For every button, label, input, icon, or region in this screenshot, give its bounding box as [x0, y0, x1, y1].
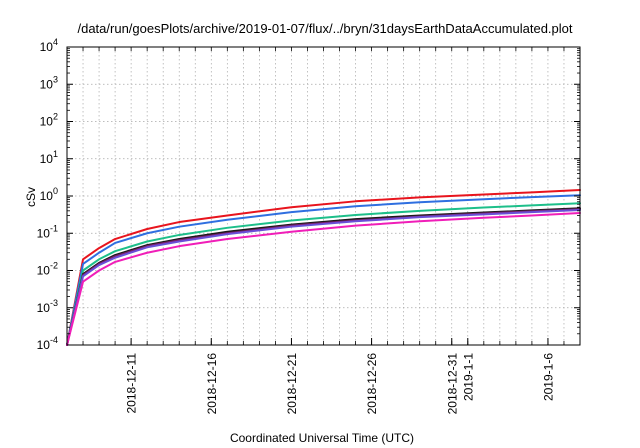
series-line-1 [66, 188, 581, 346]
x-axis: 2018-12-11 2018-12-16 2018-12-21 2018-12-26… [82, 47, 565, 415]
x-tick-label: 2018-12-26 [365, 353, 379, 415]
y-axis: 10-4 10-3 10-2 10-1 100 101 102 103 104 [37, 37, 580, 352]
x-tick-label: 2018-12-31 [445, 353, 459, 415]
grid [67, 47, 580, 345]
x-tick-label: 2019-1-1 [461, 353, 475, 401]
series-line-6 [66, 209, 581, 346]
y-tick-label: 10-2 [37, 261, 58, 278]
series-line-2 [66, 194, 581, 346]
x-tick-label: 2019-1-6 [541, 353, 555, 401]
series-line-7 [66, 211, 581, 346]
x-tick-label: 2018-12-11 [125, 353, 139, 414]
chart-title: /data/run/goesPlots/archive/2019-01-07/f… [77, 21, 572, 36]
y-tick-label: 10-1 [37, 223, 58, 240]
x-axis-title: Coordinated Universal Time (UTC) [230, 431, 414, 445]
series-group [66, 188, 581, 346]
series-line-3 [66, 202, 581, 346]
y-tick-label: 101 [40, 149, 58, 166]
y-tick-label: 104 [40, 37, 58, 54]
y-tick-label: 103 [40, 74, 58, 91]
x-tick-label: 2018-12-16 [205, 353, 219, 415]
y-tick-label: 100 [40, 186, 58, 203]
x-tick-label: 2018-12-21 [285, 353, 299, 415]
y-tick-label: 10-3 [37, 298, 58, 315]
y-tick-label: 102 [40, 112, 58, 129]
y-axis-title: cSv [24, 187, 38, 207]
y-tick-label: 10-4 [37, 335, 58, 352]
